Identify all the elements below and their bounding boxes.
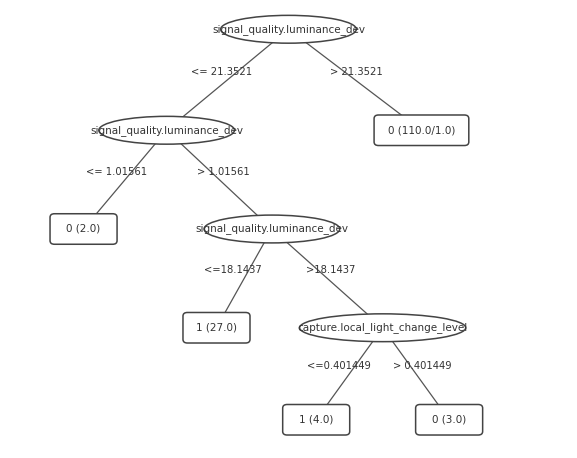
Text: <= 1.01561: <= 1.01561 — [85, 167, 147, 177]
Text: signal_quality.luminance_dev: signal_quality.luminance_dev — [196, 224, 349, 234]
Text: > 21.3521: > 21.3521 — [330, 67, 383, 76]
FancyBboxPatch shape — [415, 404, 482, 435]
FancyBboxPatch shape — [283, 404, 350, 435]
Text: > 0.401449: > 0.401449 — [394, 361, 452, 371]
Ellipse shape — [299, 314, 466, 342]
Text: >18.1437: >18.1437 — [306, 266, 355, 275]
Text: 1 (4.0): 1 (4.0) — [299, 415, 334, 425]
Ellipse shape — [99, 116, 234, 144]
Text: > 1.01561: > 1.01561 — [197, 167, 249, 177]
Text: 0 (110.0/1.0): 0 (110.0/1.0) — [388, 125, 455, 135]
Ellipse shape — [204, 215, 340, 243]
Text: signal_quality.luminance_dev: signal_quality.luminance_dev — [90, 125, 243, 136]
Text: capture.local_light_change_level: capture.local_light_change_level — [298, 322, 468, 333]
FancyBboxPatch shape — [50, 214, 117, 244]
Text: <= 21.3521: <= 21.3521 — [191, 67, 252, 76]
Text: signal_quality.luminance_dev: signal_quality.luminance_dev — [212, 24, 365, 35]
Text: <=0.401449: <=0.401449 — [308, 361, 371, 371]
FancyBboxPatch shape — [183, 312, 250, 343]
Text: 1 (27.0): 1 (27.0) — [196, 323, 237, 333]
Text: 0 (3.0): 0 (3.0) — [432, 415, 466, 425]
FancyBboxPatch shape — [374, 115, 469, 146]
Text: <=18.1437: <=18.1437 — [204, 266, 262, 275]
Ellipse shape — [220, 16, 357, 43]
Text: 0 (2.0): 0 (2.0) — [66, 224, 100, 234]
